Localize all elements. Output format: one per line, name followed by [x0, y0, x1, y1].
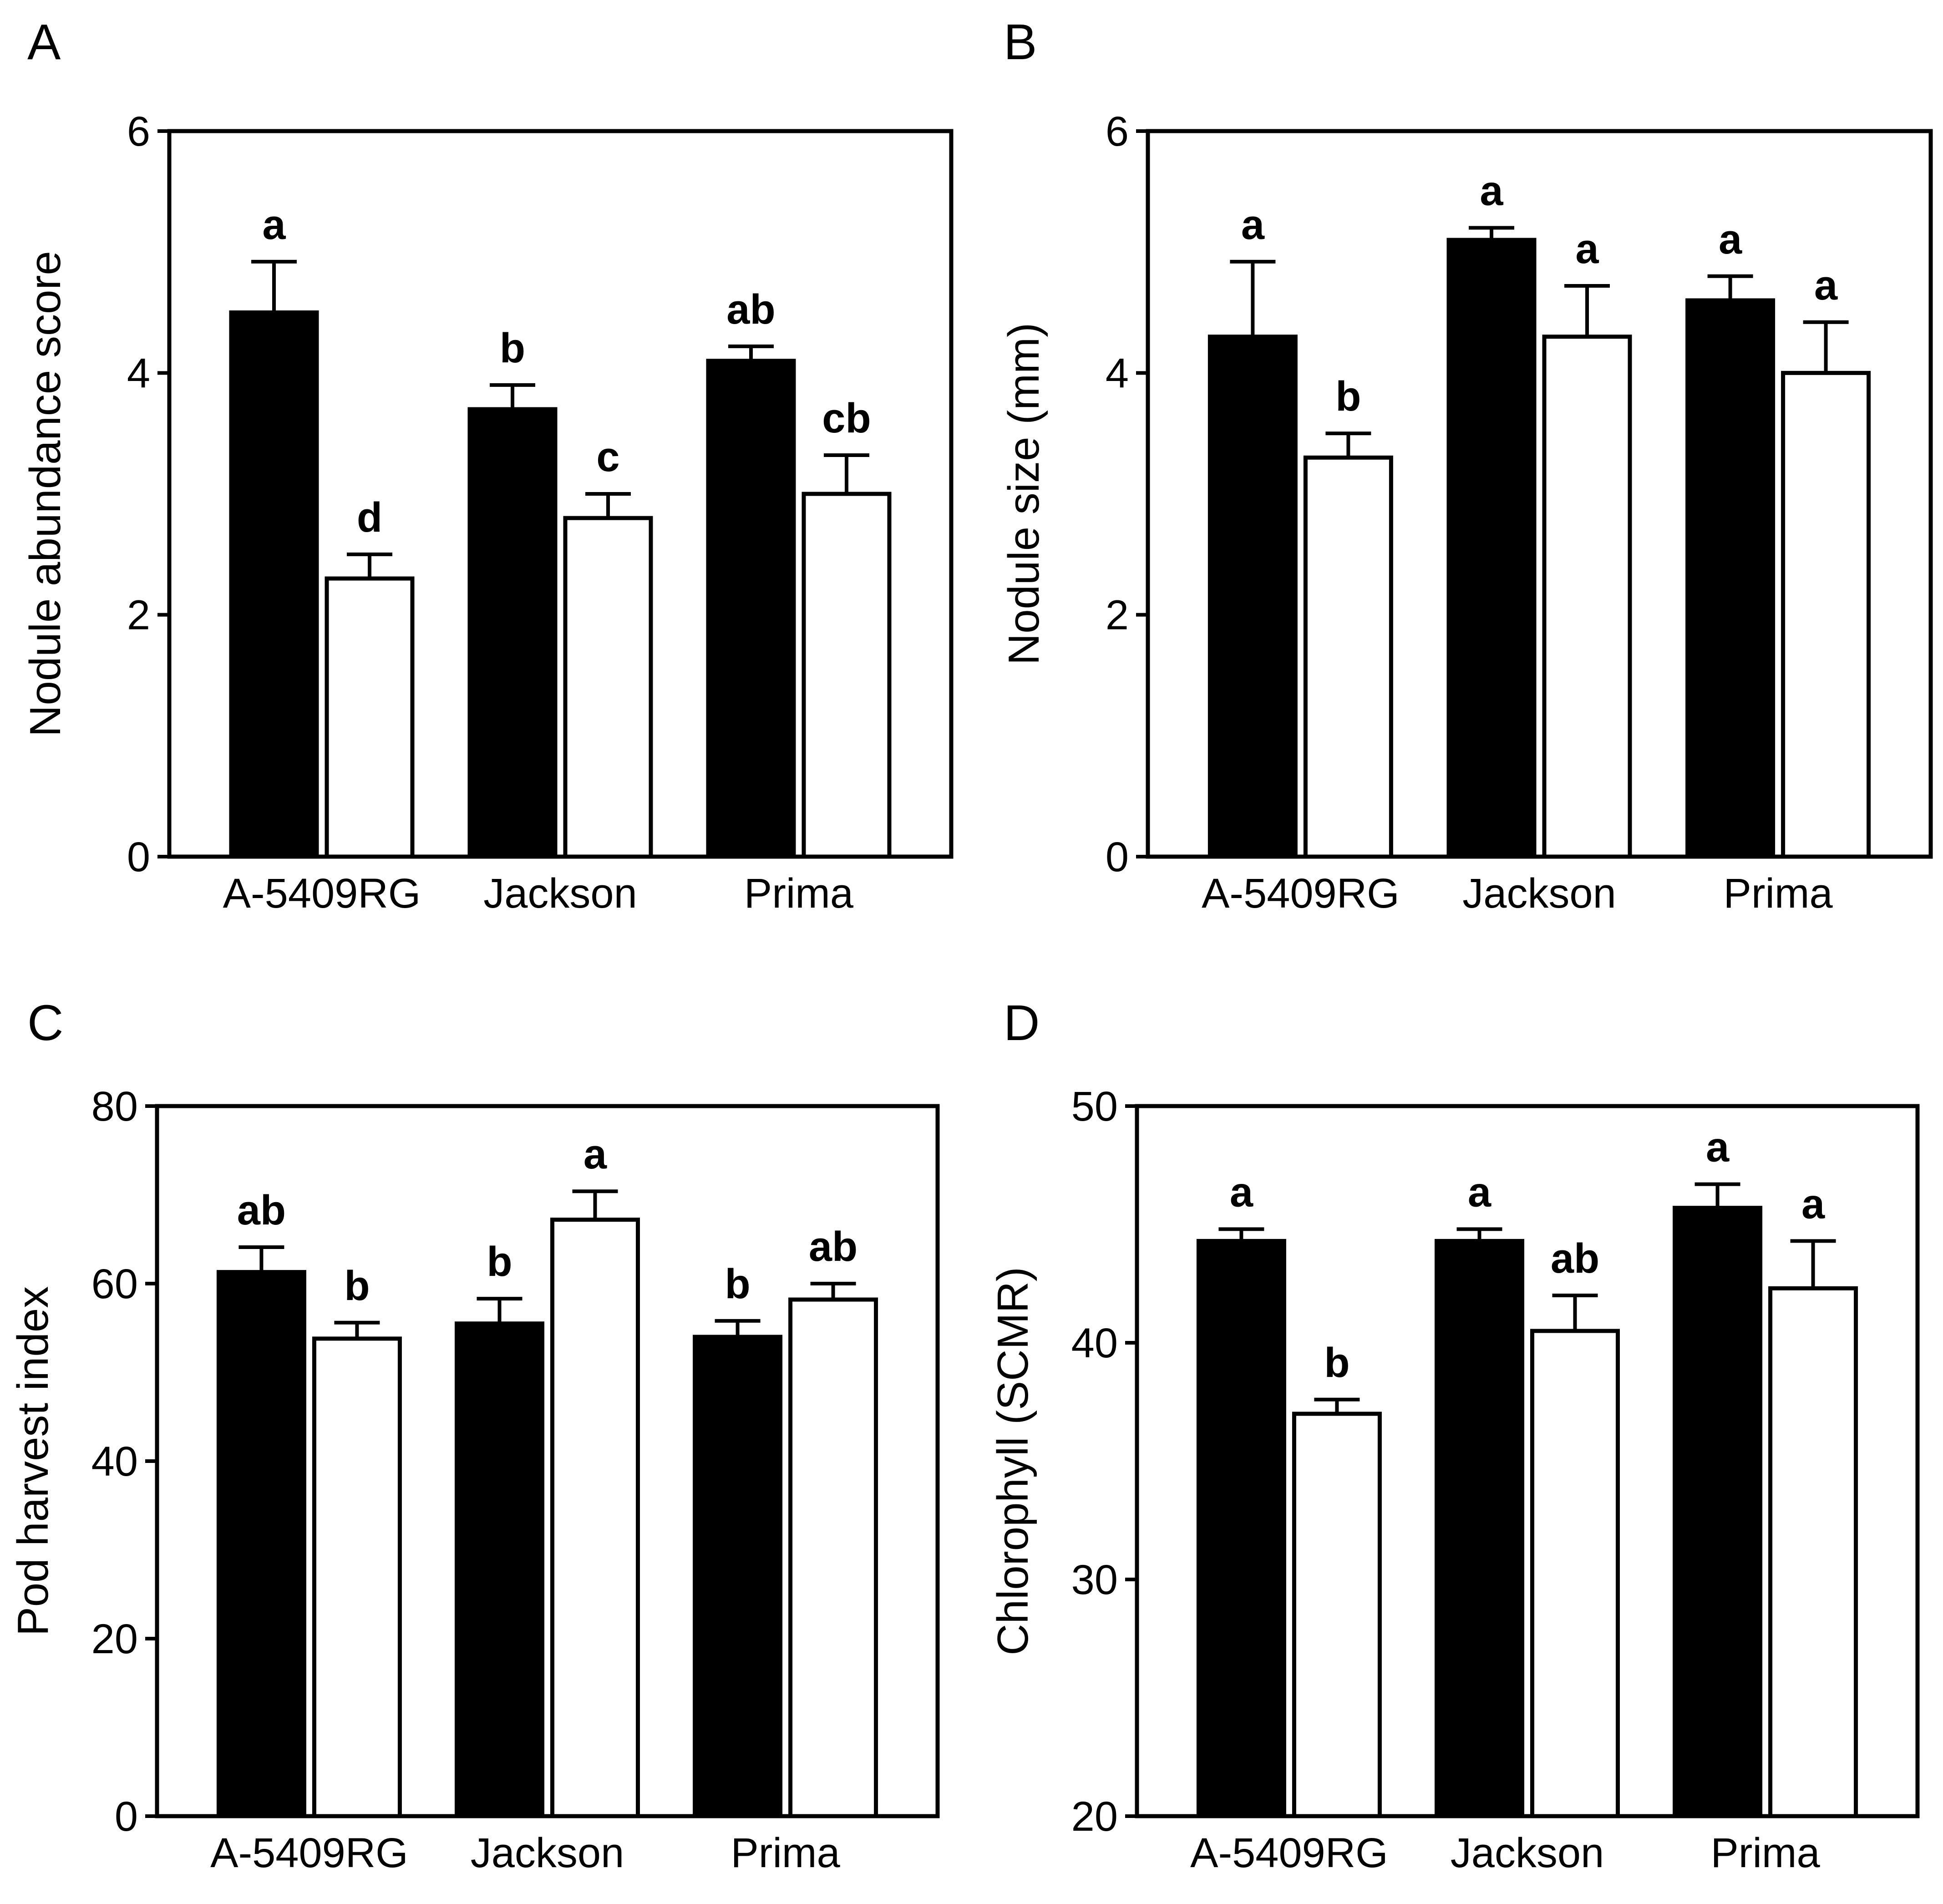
significance-label: a — [1814, 262, 1838, 309]
bar-filled — [229, 310, 319, 859]
bar-filled — [1196, 1239, 1286, 1818]
bar-open — [1303, 455, 1393, 859]
category-label: A-5409RG — [210, 1830, 408, 1876]
bar-filled — [467, 407, 558, 859]
category-label: Jackson — [471, 1830, 624, 1876]
significance-label: b — [500, 325, 525, 371]
y-tick-label: 2 — [127, 592, 150, 639]
y-axis-title: Nodule abundance score — [21, 251, 70, 736]
bar-open — [1542, 335, 1632, 859]
category-label: A-5409RG — [1190, 1830, 1388, 1876]
bar-filled — [1685, 298, 1776, 859]
bar-filled — [706, 359, 796, 859]
significance-label: ab — [726, 286, 775, 333]
y-tick-label: 4 — [1106, 350, 1129, 396]
y-tick-label: 40 — [91, 1438, 138, 1485]
bar-filled — [455, 1321, 544, 1818]
bar-open — [1530, 1329, 1620, 1818]
significance-label: a — [1230, 1169, 1253, 1215]
y-axis-title: Pod harvest index — [9, 1286, 57, 1636]
y-tick-label: 20 — [1071, 1793, 1118, 1840]
significance-label: a — [1575, 226, 1599, 272]
significance-label: a — [262, 202, 286, 248]
category-label: Jackson — [1462, 870, 1616, 917]
significance-label: b — [725, 1261, 750, 1307]
bar-filled — [1435, 1239, 1524, 1818]
bar-open — [563, 516, 653, 859]
significance-label: d — [357, 494, 382, 541]
category-label: Prima — [731, 1830, 840, 1876]
significance-label: a — [1480, 168, 1503, 214]
significance-label: b — [1335, 373, 1361, 420]
panel-letter: B — [1004, 14, 1037, 70]
y-tick-label: 0 — [127, 834, 150, 880]
significance-label: a — [583, 1131, 607, 1178]
category-label: Prima — [744, 870, 854, 917]
panel-a: A 0 2 4 6 Nodule abundance score A-5409RG a d Ja… — [21, 14, 954, 917]
panel-b: B 0 2 4 6 Nodule size (mm) A-5409RG a b Jackson a… — [999, 14, 1933, 917]
plot-frame — [1146, 129, 1933, 859]
category-label: Prima — [1723, 870, 1833, 917]
category-label: Prima — [1710, 1830, 1820, 1876]
category-label: Jackson — [483, 870, 637, 917]
bar-open — [1292, 1411, 1382, 1818]
bar-filled — [1446, 238, 1537, 859]
category-label: A-5409RG — [223, 870, 421, 917]
y-tick-label: 20 — [91, 1616, 138, 1662]
significance-label: a — [1801, 1181, 1825, 1227]
significance-label: cb — [822, 395, 871, 442]
y-tick-label: 6 — [1106, 108, 1129, 155]
plot-frame — [1135, 1104, 1920, 1818]
y-tick-label: 4 — [127, 350, 150, 396]
category-label: Jackson — [1451, 1830, 1604, 1876]
y-tick-label: 40 — [1071, 1320, 1118, 1366]
significance-label: ab — [1551, 1235, 1599, 1282]
y-tick-label: 60 — [91, 1261, 138, 1307]
bar-open — [312, 1336, 402, 1818]
y-tick-label: 6 — [127, 108, 150, 155]
y-axis-title: Chlorophyll (SCMR) — [989, 1267, 1037, 1655]
significance-label: c — [596, 434, 619, 480]
significance-label: a — [1706, 1124, 1730, 1171]
significance-label: ab — [237, 1187, 286, 1234]
bar-open — [1768, 1286, 1858, 1818]
y-tick-label: 50 — [1071, 1083, 1118, 1130]
bar-filled — [693, 1335, 783, 1818]
bar-filled — [216, 1270, 306, 1818]
y-tick-label: 2 — [1106, 592, 1129, 639]
panel-letter: A — [27, 14, 61, 70]
y-tick-label: 0 — [115, 1793, 138, 1840]
significance-label: b — [344, 1263, 370, 1309]
bar-open — [550, 1218, 640, 1818]
y-tick-label: 80 — [91, 1083, 138, 1130]
bar-open — [325, 576, 415, 859]
y-tick-label: 30 — [1071, 1557, 1118, 1603]
significance-label: a — [1468, 1169, 1491, 1215]
significance-label: a — [1241, 202, 1265, 248]
bar-filled — [1673, 1206, 1763, 1818]
bar-open — [1781, 371, 1871, 859]
bar-filled — [1207, 335, 1298, 859]
significance-label: b — [1324, 1340, 1349, 1386]
panel-letter: D — [1004, 995, 1040, 1051]
bar-open — [788, 1297, 878, 1818]
significance-label: b — [487, 1239, 512, 1285]
y-tick-label: 0 — [1106, 834, 1129, 880]
bar-open — [802, 492, 892, 859]
category-label: A-5409RG — [1202, 870, 1400, 917]
significance-label: a — [1719, 216, 1742, 263]
plot-frame — [167, 129, 954, 859]
panel-letter: C — [27, 995, 63, 1051]
y-axis-title: Nodule size (mm) — [999, 323, 1048, 665]
significance-label: ab — [809, 1224, 857, 1270]
